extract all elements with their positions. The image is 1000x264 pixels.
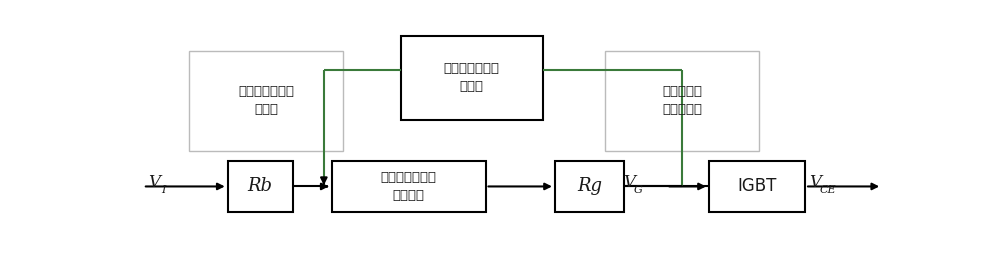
Text: Rb: Rb [247, 177, 272, 195]
Bar [605, 51, 759, 151]
Text: 有源电压钳
位电路单元: 有源电压钳 位电路单元 [662, 86, 702, 116]
Bar [709, 161, 805, 212]
Text: V: V [809, 174, 821, 191]
Text: Rg: Rg [577, 177, 602, 195]
Text: I: I [161, 185, 165, 195]
Text: 门极驱动功率放
大器单元: 门极驱动功率放 大器单元 [381, 171, 437, 202]
Text: IGBT: IGBT [737, 177, 776, 195]
Text: G: G [634, 185, 642, 195]
Bar [555, 161, 624, 212]
Bar [401, 36, 543, 120]
Text: 电压反馈控制电
路单元: 电压反馈控制电 路单元 [444, 62, 500, 93]
Bar [189, 51, 343, 151]
Text: CE: CE [820, 185, 837, 195]
Bar [332, 161, 486, 212]
Text: 高速高增益放大
器单元: 高速高增益放大 器单元 [238, 86, 294, 116]
Text: V: V [624, 174, 636, 191]
Text: V: V [148, 174, 160, 191]
Bar [228, 161, 293, 212]
